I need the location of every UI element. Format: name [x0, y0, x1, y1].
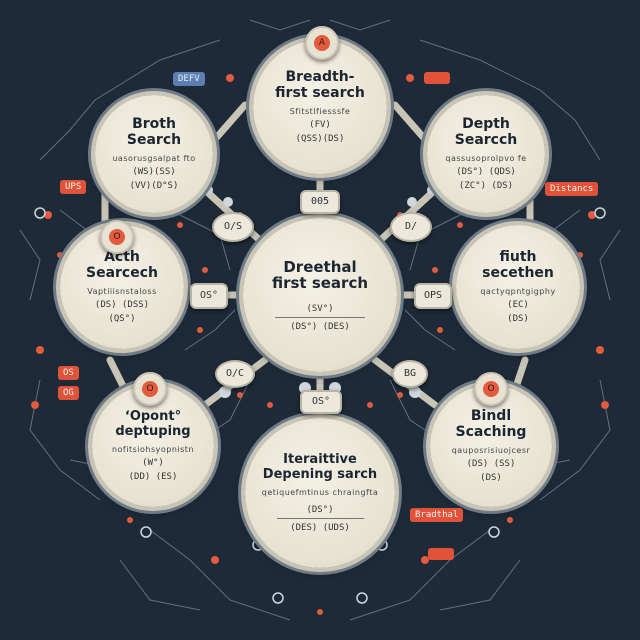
node-center-line2: (DS°) (DES): [290, 321, 350, 332]
tag-ups: UPS: [60, 180, 87, 194]
node-upper-right-line1: (DS°) (QDS): [456, 166, 516, 177]
badge-top: A: [305, 26, 339, 60]
node-upper-left-line2: (VV)(D°S): [129, 180, 179, 191]
node-bottom-line2: (DES) (UDS): [290, 522, 350, 533]
node-middle-right-title: fiuth secethen: [482, 249, 554, 281]
node-lower-left-title: ʻOpont° deptuping: [115, 409, 191, 439]
node-upper-right-title: Depth Searcch: [454, 116, 518, 148]
tag-og: OG: [58, 386, 79, 400]
node-bottom-title: Iteraittive Depening sarch: [262, 452, 378, 482]
node-lower-left-sub: nofitsiohsyopnistn: [111, 444, 195, 454]
node-top-line1: (FV): [309, 119, 331, 130]
node-lower-left-line2: (DD) (ES): [128, 471, 178, 482]
node-lower-left-line1: (W°): [142, 457, 164, 468]
badge-lower-left: O: [133, 372, 167, 406]
node-middle-right-sub: qactyqpntgigphy: [480, 286, 556, 296]
badge-top-label: A: [314, 35, 330, 51]
node-top-sub: Sfitstlfiesssfe: [289, 106, 351, 116]
tag-defv: DEFV: [173, 72, 205, 86]
badge-lower-left-label: O: [142, 381, 158, 397]
node-center[interactable]: Dreethal first search (SV°) (DS°) (DES): [243, 218, 397, 372]
node-upper-left-line1: (WS)(SS): [132, 166, 176, 177]
badge-middle-left-label: O: [109, 229, 125, 245]
connector-lower-left: O/C: [215, 360, 255, 388]
node-top-line2: (QSS)(DS): [295, 133, 345, 144]
badge-lower-right-label: O: [483, 381, 499, 397]
node-middle-right[interactable]: fiuth secethen qactyqpntgigphy (EC) (DS): [456, 225, 580, 349]
connector-upper-right: D/: [390, 212, 432, 242]
node-lower-right-line1: (DS) (SS): [466, 458, 516, 469]
node-middle-left-line1: (DS) (DSS): [94, 299, 150, 310]
node-upper-right-sub: qassusoprolpvo fe: [445, 153, 527, 163]
connector-bottom: OS°: [300, 390, 342, 414]
node-middle-left-title: Acth Searcech: [86, 249, 158, 281]
badge-middle-left: O: [100, 220, 134, 254]
node-top-title: Breadth-first search: [275, 69, 365, 101]
connector-lower-right: BG: [392, 360, 428, 388]
connector-right: OPS: [414, 283, 452, 309]
connector-left: OS°: [190, 283, 228, 309]
tag-breadth: Bradthal: [410, 508, 464, 522]
red-marker: [424, 72, 450, 84]
node-middle-left-sub: Vaptiiisnstaloss: [87, 286, 157, 296]
connector-top: 005: [300, 190, 340, 214]
node-bottom-sub: qetiquefmtinus chraingfta: [261, 487, 379, 497]
node-upper-right-line2: (ZC°) (DS): [458, 180, 514, 191]
node-upper-left[interactable]: Broth Search uasorusgsalpat fto (WS)(SS)…: [95, 95, 213, 213]
node-bottom-line1: (DS°): [306, 504, 334, 515]
badge-lower-right: O: [474, 372, 508, 406]
node-bottom[interactable]: Iteraittive Depening sarch qetiquefmtinu…: [245, 418, 395, 568]
node-lower-right-line2: (DS): [480, 472, 502, 483]
node-middle-left-line2: (QS°): [108, 313, 136, 324]
connector-upper-left: O/S: [212, 212, 254, 242]
node-center-title: Dreethal first search: [271, 257, 369, 292]
node-upper-right[interactable]: Depth Searcch qassusoprolpvo fe (DS°) (Q…: [427, 95, 545, 213]
node-upper-left-sub: uasorusgsalpat fto: [112, 153, 196, 163]
divider: [276, 517, 364, 519]
tag-distance: Distancs: [545, 182, 599, 196]
node-upper-left-title: Broth Search: [126, 116, 182, 148]
node-lower-right-sub: qauposrisiuojcesr: [451, 445, 531, 455]
node-top[interactable]: Breadth-first search Sfitstlfiesssfe (FV…: [253, 40, 387, 174]
tag-os: OS: [58, 366, 79, 380]
node-middle-right-line1: (EC): [507, 299, 529, 310]
node-center-line1: (SV°): [306, 303, 334, 314]
node-lower-right-title: Bindl Scaching: [455, 408, 527, 440]
red-marker: [428, 548, 454, 560]
node-middle-right-line2: (DS): [507, 313, 529, 324]
divider: [275, 316, 365, 318]
